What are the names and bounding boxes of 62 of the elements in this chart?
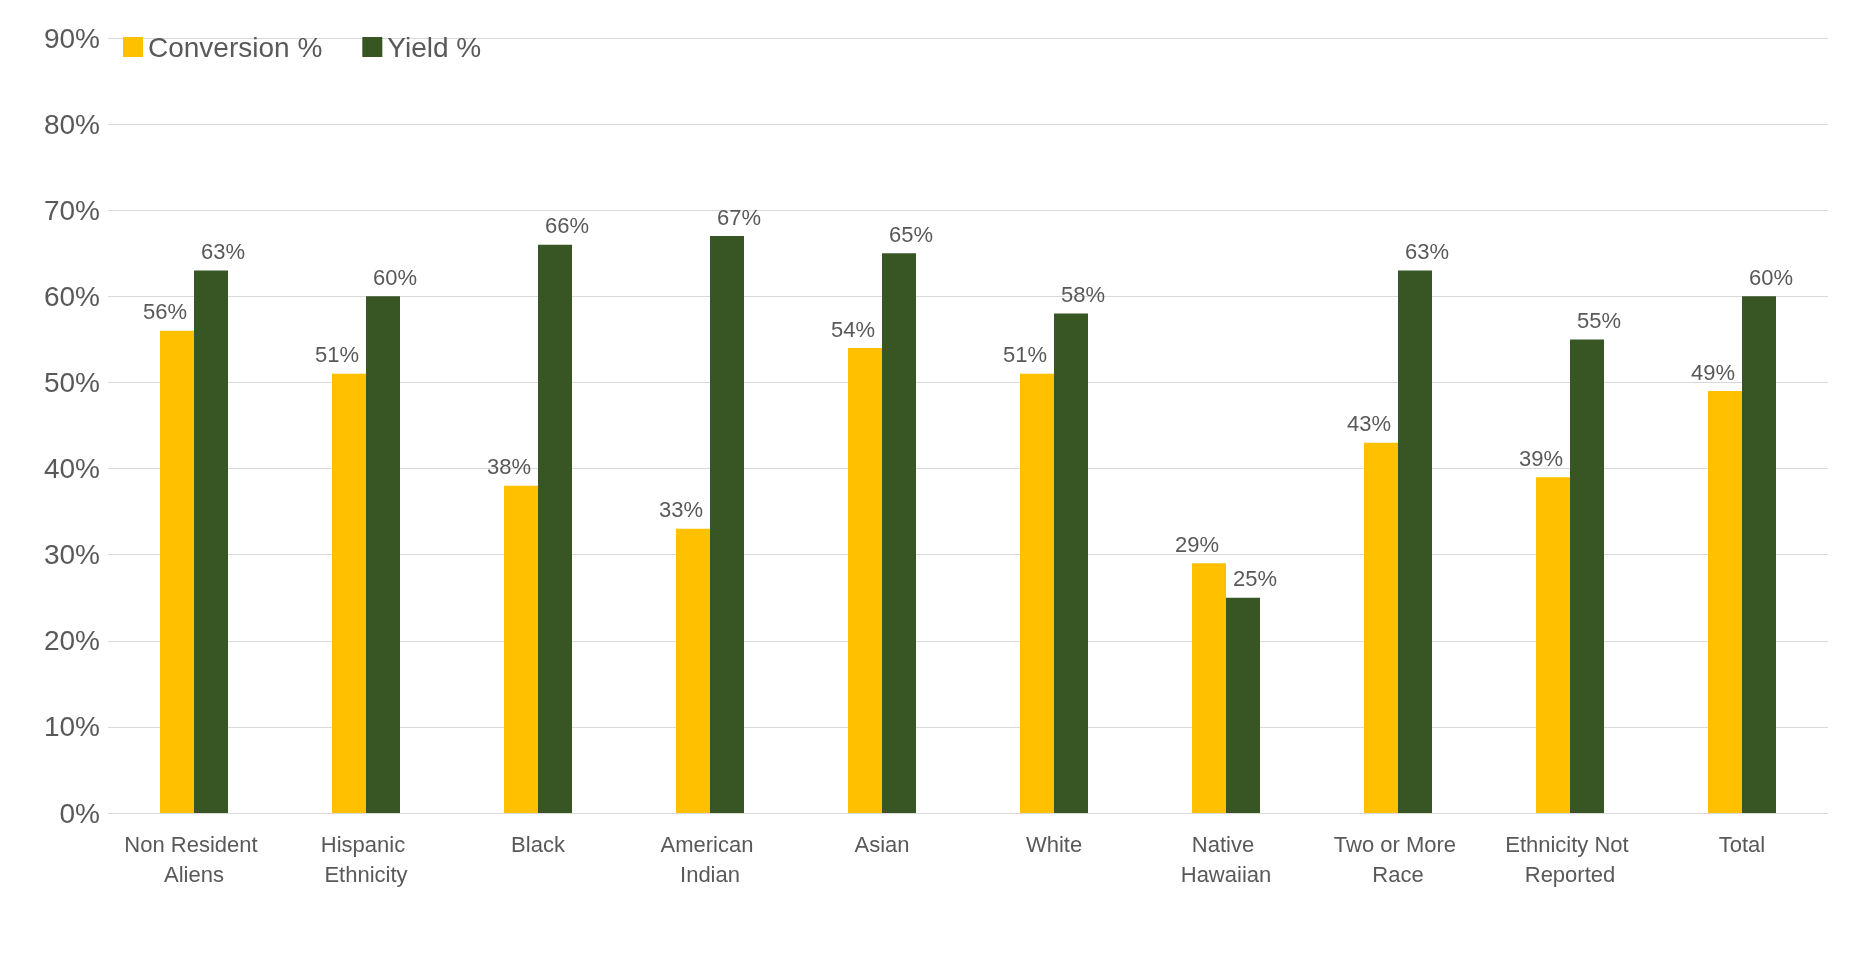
x-tick-label: Total — [1718, 831, 1766, 857]
y-tick-label: 60% — [43, 280, 100, 312]
x-tick-label: Native Hawaiian — [1180, 831, 1272, 887]
bar — [504, 485, 538, 813]
data-label: 58% — [1060, 282, 1106, 308]
bar — [1398, 270, 1432, 813]
x-tick-label: Hispanic Ethnicity — [320, 831, 412, 887]
bar — [710, 236, 744, 813]
y-tick-label: 80% — [43, 108, 100, 140]
data-label: 66% — [544, 213, 590, 239]
y-tick-label: 20% — [43, 625, 100, 657]
bar — [160, 330, 194, 813]
bar — [882, 253, 916, 813]
bar — [332, 373, 366, 813]
data-label: 60% — [372, 264, 418, 290]
x-tick-label: Black — [511, 831, 566, 857]
y-tick-label: 40% — [43, 453, 100, 485]
data-label: 51% — [1002, 342, 1048, 368]
legend-label: Yield % — [387, 31, 482, 63]
y-tick-label: 30% — [43, 539, 100, 571]
bar — [1226, 597, 1260, 813]
legend-label: Conversion % — [148, 31, 323, 63]
data-label: 38% — [486, 454, 532, 480]
data-label: 29% — [1174, 531, 1220, 557]
data-label: 25% — [1232, 566, 1278, 592]
bar — [1536, 477, 1570, 813]
y-tick-label: 70% — [43, 194, 100, 226]
bar — [1054, 313, 1088, 813]
data-label: 56% — [142, 299, 188, 325]
x-tick-label: Non Resident Aliens — [124, 831, 264, 887]
y-tick-label: 90% — [43, 22, 100, 54]
bar — [1570, 339, 1604, 813]
bar — [366, 296, 400, 813]
bar — [848, 348, 882, 813]
bar — [1020, 373, 1054, 813]
data-label: 55% — [1576, 307, 1622, 333]
bar — [538, 244, 572, 813]
bar — [194, 270, 228, 813]
x-tick-label: Two or More Race — [1333, 831, 1463, 887]
x-tick-label: White — [1025, 831, 1083, 857]
data-label: 33% — [658, 497, 704, 523]
x-tick-label: Ethnicity Not Reported — [1505, 831, 1635, 887]
data-label: 43% — [1346, 411, 1392, 437]
y-tick-label: 0% — [59, 797, 100, 829]
data-label: 60% — [1748, 264, 1794, 290]
bar — [1192, 563, 1226, 813]
bar — [1364, 442, 1398, 813]
data-label: 63% — [200, 239, 246, 264]
data-label: 63% — [1404, 239, 1450, 264]
data-label: 49% — [1690, 359, 1736, 385]
data-label: 54% — [830, 316, 876, 342]
x-tick-label: Asian — [854, 831, 910, 857]
data-label: 67% — [716, 204, 762, 230]
bar — [676, 528, 710, 813]
bar — [1742, 296, 1776, 813]
data-label: 51% — [314, 342, 360, 368]
x-tick-label: American Indian — [660, 831, 760, 887]
data-label: 39% — [1518, 445, 1564, 471]
bar — [1708, 391, 1742, 813]
y-tick-label: 10% — [43, 711, 100, 743]
y-tick-label: 50% — [43, 366, 100, 398]
data-label: 65% — [888, 221, 934, 247]
